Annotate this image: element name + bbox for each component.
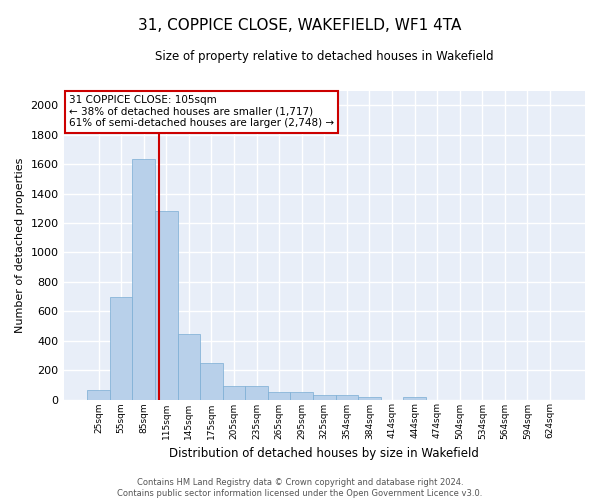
Title: Size of property relative to detached houses in Wakefield: Size of property relative to detached ho… <box>155 50 494 63</box>
Bar <box>335 396 358 400</box>
Bar <box>110 298 133 400</box>
Bar <box>290 392 313 400</box>
Bar <box>223 386 245 400</box>
Bar <box>87 390 110 400</box>
Bar <box>200 362 223 400</box>
Y-axis label: Number of detached properties: Number of detached properties <box>15 158 25 332</box>
Bar <box>133 159 155 400</box>
Bar <box>178 334 200 400</box>
Bar <box>403 396 426 400</box>
Bar <box>313 395 335 400</box>
Bar <box>358 396 381 400</box>
Bar <box>155 211 178 400</box>
Text: Contains HM Land Registry data © Crown copyright and database right 2024.
Contai: Contains HM Land Registry data © Crown c… <box>118 478 482 498</box>
X-axis label: Distribution of detached houses by size in Wakefield: Distribution of detached houses by size … <box>169 447 479 460</box>
Text: 31, COPPICE CLOSE, WAKEFIELD, WF1 4TA: 31, COPPICE CLOSE, WAKEFIELD, WF1 4TA <box>139 18 461 32</box>
Text: 31 COPPICE CLOSE: 105sqm
← 38% of detached houses are smaller (1,717)
61% of sem: 31 COPPICE CLOSE: 105sqm ← 38% of detach… <box>69 95 334 128</box>
Bar <box>268 392 290 400</box>
Bar <box>245 386 268 400</box>
